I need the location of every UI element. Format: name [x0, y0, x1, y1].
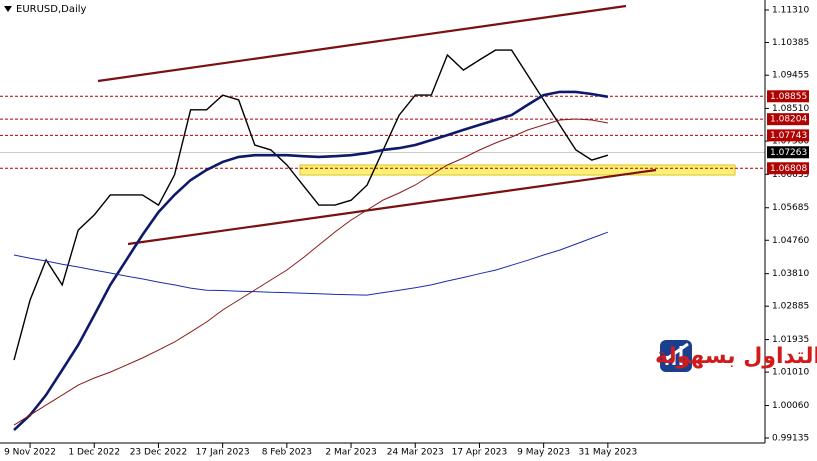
- level-label-bg: [767, 90, 809, 103]
- level-label: 1.07743: [770, 131, 807, 141]
- x-tick-label: 8 Feb 2023: [262, 448, 312, 458]
- y-tick-label: 1.10385: [772, 38, 809, 48]
- y-tick-label: 1.03810: [772, 269, 809, 279]
- logo-mark: [664, 342, 689, 365]
- y-tick-label: 1.08510: [772, 104, 809, 114]
- x-tick-label: 23 Dec 2022: [130, 448, 188, 458]
- y-tick-label: 1.11310: [772, 5, 809, 15]
- level-label: 1.06808: [770, 164, 807, 174]
- channel-lower: [127, 168, 657, 246]
- support-zone: [299, 164, 736, 176]
- y-tick-label: 1.05685: [772, 203, 809, 213]
- y-tick-label: 1.06635: [772, 170, 809, 180]
- level-label: 1.08855: [770, 92, 807, 102]
- x-tick-label: 17 Jan 2023: [196, 448, 250, 458]
- x-tick-label: 9 May 2023: [517, 448, 570, 458]
- series-line: [13, 49, 609, 361]
- y-tick-label: 1.01935: [772, 335, 809, 345]
- series-line: [13, 231, 609, 296]
- x-tick-label: 31 May 2023: [579, 448, 638, 458]
- level-label-bg: [767, 162, 809, 175]
- level-label: 1.07263: [770, 148, 807, 158]
- level-label-bg: [767, 113, 809, 126]
- y-tick-label: 1.07580: [772, 137, 809, 147]
- channel-upper: [97, 4, 627, 83]
- y-tick-label: 1.01010: [772, 368, 809, 378]
- x-tick-label: 24 Mar 2023: [387, 448, 444, 458]
- logo: التداول بسهولة: [655, 340, 817, 372]
- y-tick-label: 1.00060: [772, 401, 809, 411]
- x-tick-label: 9 Nov 2022: [4, 448, 56, 458]
- x-tick-label: 2 Mar 2023: [325, 448, 376, 458]
- y-tick-label: 1.04760: [772, 236, 809, 246]
- level-label-bg: [767, 146, 809, 159]
- chart-title: EURUSD,Daily: [16, 4, 87, 15]
- level-label: 1.08204: [770, 115, 807, 125]
- series-line: [13, 90, 609, 432]
- y-tick-label: 1.09455: [772, 71, 809, 81]
- series-line: [13, 118, 608, 426]
- level-label-bg: [767, 129, 809, 142]
- plot: [0, 49, 765, 432]
- y-tick-label: 1.02885: [772, 302, 809, 312]
- x-tick-label: 17 Apr 2023: [452, 448, 508, 458]
- watermark: التداول بسهولة: [655, 344, 817, 369]
- menu-arrow: [4, 6, 12, 12]
- y-tick-label: 0.99135: [772, 434, 809, 444]
- x-tick-label: 1 Dec 2022: [68, 448, 120, 458]
